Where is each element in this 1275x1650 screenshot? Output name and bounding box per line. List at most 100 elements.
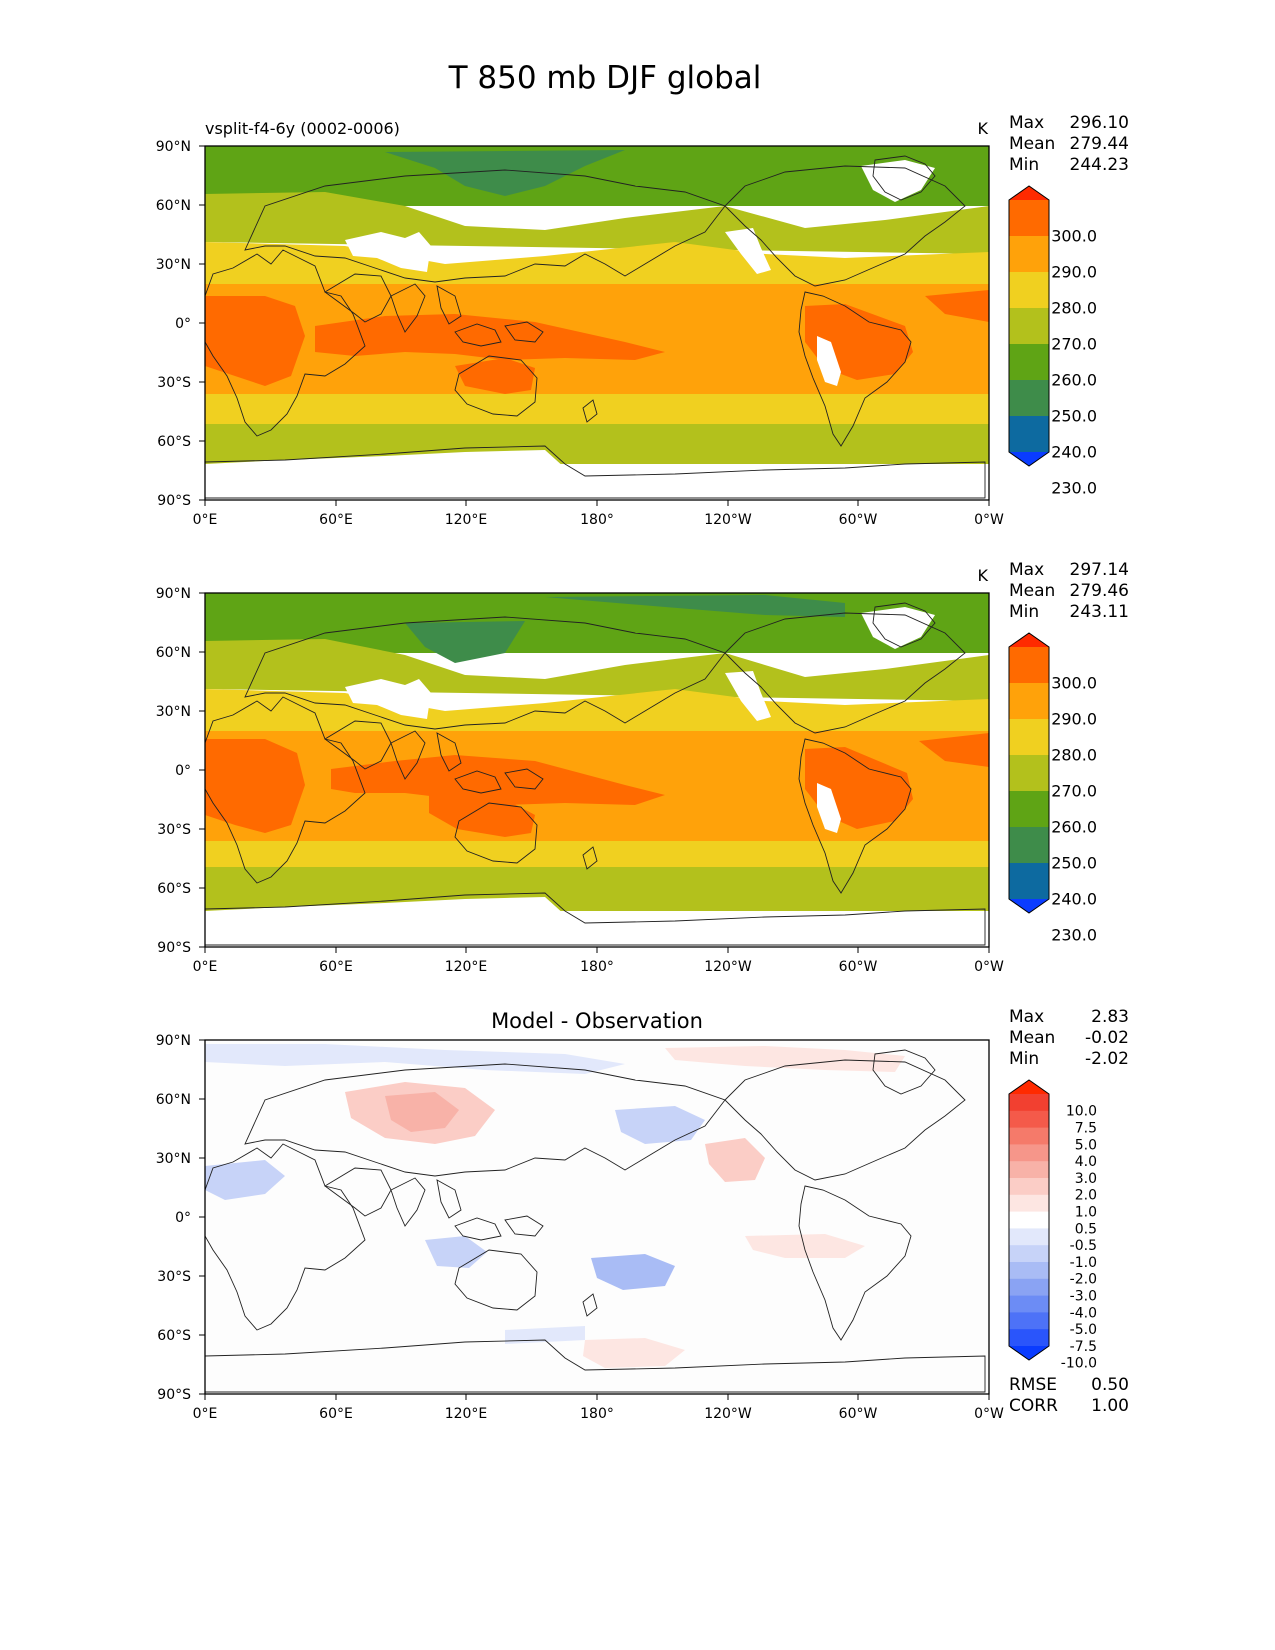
colorbar-segment [1009, 1329, 1049, 1347]
anom-cold-europe [205, 1160, 285, 1200]
missing-tibet [345, 679, 431, 719]
lon-tick-label: 120°E [445, 512, 488, 528]
colorbar-tick-label: 280.0 [1051, 746, 1097, 765]
colorbar-segment [1009, 380, 1049, 417]
lon-tick-label: 180° [580, 512, 614, 528]
colorbar-tick-label: 240.0 [1051, 443, 1097, 462]
colorbar-segment [1009, 755, 1049, 792]
colorbar-segment [1009, 1211, 1049, 1229]
lon-tick-label: 180° [580, 959, 614, 975]
lon-tick-label: 0°W [974, 1406, 1004, 1422]
colorbar-tick-label: 280.0 [1051, 299, 1097, 318]
stat-value: 297.14 [1070, 560, 1129, 580]
metrics-difference: RMSE 0.50 CORR 1.00 [1009, 1375, 1129, 1416]
lon-tick-label: 0°E [193, 959, 218, 975]
panel-units: K [978, 119, 989, 138]
stat-label: Mean [1009, 1028, 1055, 1048]
colorbar-segment [1009, 416, 1049, 453]
lon-tick-label: 120°W [704, 959, 752, 975]
colorbar-tick-label: 270.0 [1051, 335, 1097, 354]
colorbar-segment [1009, 236, 1049, 273]
lon-tick-label: 120°E [445, 1406, 488, 1422]
colorbar-segment [1009, 827, 1049, 864]
warm-pool-australia [455, 358, 535, 394]
colorbar-tick-label: 1.0 [1075, 1205, 1097, 1221]
missing-greenland [861, 607, 935, 649]
lon-tick-label: 120°W [704, 512, 752, 528]
lat-tick-label: 60°S [157, 434, 191, 450]
colorbar-tick-label: 230.0 [1051, 926, 1097, 945]
colorbar-tick-label: -5.0 [1070, 1322, 1097, 1338]
stat-label: Mean [1009, 134, 1055, 154]
colorbar-tick-label: -4.0 [1070, 1305, 1097, 1321]
stat-label: Max [1009, 113, 1044, 133]
lat-tick-label: 30°S [157, 1269, 191, 1285]
missing-antarctica [205, 450, 989, 500]
lat-axis: 90°N 60°N 30°N 0° 30°S 60°S 90°S [156, 139, 205, 509]
colorbar-segment [1009, 1228, 1049, 1246]
stat-label: Min [1009, 1049, 1039, 1069]
lon-tick-label: 0°W [974, 959, 1004, 975]
lat-tick-label: 30°N [156, 1151, 191, 1167]
lon-axis: 0°E 60°E 120°E 180° 120°W 60°W 0°W [193, 1394, 1004, 1422]
stat-value: 2.83 [1091, 1007, 1129, 1027]
lon-tick-label: 60°E [319, 1406, 353, 1422]
lat-tick-label: 90°S [157, 940, 191, 956]
panel-units: K [978, 566, 989, 585]
lon-tick-label: 0°E [193, 512, 218, 528]
stat-label: Max [1009, 1007, 1044, 1027]
colorbar-tick-label: -0.5 [1070, 1238, 1097, 1254]
colorbar-tick-label: -2.0 [1070, 1272, 1097, 1288]
colorbar-tick-label: -1.0 [1070, 1255, 1097, 1271]
colorbar-tick-label: -7.5 [1070, 1339, 1097, 1355]
colorbar-segment [1009, 863, 1049, 900]
lat-tick-label: 90°S [157, 493, 191, 509]
colorbar-segment [1009, 719, 1049, 756]
panel-model: vsplit-f4-6y (0002-0006) K [156, 119, 1004, 528]
colorbar-extend-max [1009, 1080, 1049, 1094]
metric-label: RMSE [1009, 1375, 1057, 1395]
colorbar-segment [1009, 308, 1049, 345]
colorbar-tick-label: 260.0 [1051, 818, 1097, 837]
lat-tick-label: 30°S [157, 375, 191, 391]
lat-tick-label: 90°N [156, 586, 191, 602]
colorbar-segment [1009, 1178, 1049, 1196]
stat-label: Mean [1009, 581, 1055, 601]
colorbar-segment [1009, 1094, 1049, 1112]
colorbar-segment [1009, 1262, 1049, 1280]
stats-model: Max 296.10 Mean 279.44 Min 244.23 [1009, 113, 1129, 175]
anom-cold-pacific-north [615, 1106, 705, 1144]
band-240 [385, 150, 625, 196]
colorbar-tick-label: 270.0 [1051, 782, 1097, 801]
map-plot-area [205, 593, 989, 947]
anom-cold-southern-ocean [505, 1326, 585, 1344]
anom-warm-tropics-east [745, 1234, 865, 1258]
colorbar-segment [1009, 344, 1049, 381]
colorbar-tick-label: 10.0 [1066, 1104, 1097, 1120]
colorbar-segment [1009, 1312, 1049, 1330]
colorbar-segment [1009, 647, 1049, 684]
colorbar-difference: 10.07.55.04.03.02.01.00.5-0.5-1.0-2.0-3.… [1008, 1079, 1097, 1372]
colorbar-segment [1009, 1295, 1049, 1313]
colorbar-tick-label: 300.0 [1051, 674, 1097, 693]
colorbar-extend-min [1009, 452, 1049, 466]
lon-tick-label: 120°W [704, 1406, 752, 1422]
stat-value: 244.23 [1070, 155, 1129, 175]
anom-warm-arctic-america [665, 1046, 905, 1072]
anom-warm-north-america [705, 1138, 765, 1182]
stat-value: 296.10 [1070, 113, 1129, 133]
colorbar-extend-min [1009, 1346, 1049, 1360]
lat-tick-label: 30°N [156, 257, 191, 273]
panel-observation: K 90°N 60°N 30°N 0° [156, 566, 1004, 975]
map-plot-area [205, 1040, 989, 1394]
lon-tick-label: 60°W [839, 1406, 878, 1422]
colorbar-tick-label: 0.5 [1075, 1221, 1097, 1237]
missing-rockies [725, 671, 771, 721]
anom-warm-south-pacific [583, 1338, 685, 1368]
colorbar-segment [1009, 791, 1049, 828]
warm-pool-africa [205, 296, 305, 386]
colorbar-tick-label: 240.0 [1051, 890, 1097, 909]
colorbar-tick-label: -3.0 [1070, 1289, 1097, 1305]
lon-tick-label: 60°E [319, 512, 353, 528]
